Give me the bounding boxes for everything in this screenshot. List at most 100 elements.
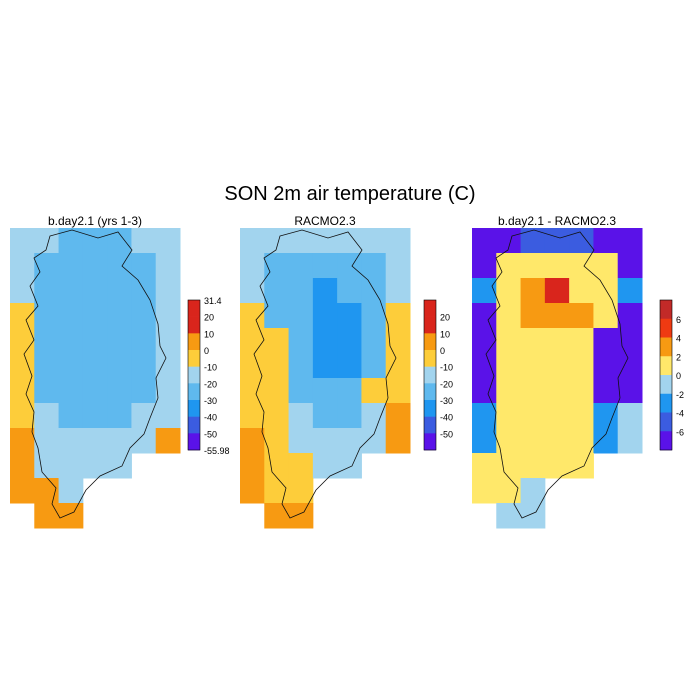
colorbar-box	[188, 366, 200, 384]
colorbar: 20 10 0 -10 -20 -30 -40 -50	[423, 299, 453, 451]
heatmap-cell	[617, 228, 643, 254]
heatmap-cell	[496, 378, 522, 404]
heatmap-cell	[496, 353, 522, 379]
colorbar-box	[424, 433, 436, 451]
heatmap-cell	[264, 403, 290, 429]
heatmap-cell	[131, 378, 157, 404]
colorbar-box	[188, 350, 200, 367]
heatmap-cell	[264, 378, 290, 404]
heatmap-cell	[544, 428, 570, 454]
heatmap-cell	[312, 428, 338, 454]
heatmap-cell	[288, 503, 314, 529]
colorbar-tick-label: -55.98	[204, 446, 230, 456]
heatmap-cell	[472, 353, 497, 379]
heatmap-cell	[288, 253, 314, 279]
heatmap-cell	[58, 228, 84, 254]
heatmap-cell	[617, 378, 643, 404]
heatmap-cell	[544, 228, 570, 254]
colorbar-tick-label: 0	[440, 346, 445, 356]
heatmap-cell	[240, 453, 265, 479]
heatmap-cell	[312, 278, 338, 304]
heatmap-cell	[544, 453, 570, 479]
heatmap-cell	[58, 428, 84, 454]
heatmap-cell	[520, 428, 546, 454]
heatmap-cell	[107, 453, 132, 479]
heatmap-cell	[617, 353, 643, 379]
heatmap-cells	[240, 228, 411, 529]
colorbar-box	[188, 383, 200, 401]
heatmap-cell	[10, 253, 35, 279]
heatmap-cell	[385, 378, 411, 404]
heatmap-cell	[520, 353, 546, 379]
heatmap-cell	[569, 303, 594, 329]
heatmap-cell	[337, 303, 362, 329]
heatmap-cell	[288, 428, 314, 454]
colorbar-box	[188, 416, 200, 434]
heatmap-cell	[82, 253, 108, 279]
heatmap-cell	[82, 403, 108, 429]
colorbar-tick-label: 6	[676, 315, 681, 325]
heatmap-cell	[593, 278, 619, 304]
heatmap-cell	[520, 328, 546, 354]
heatmap-cell	[337, 278, 362, 304]
heatmap-cell	[312, 228, 338, 254]
heatmap-cell	[361, 328, 387, 354]
colorbar-box	[188, 300, 200, 317]
heatmap-cell	[569, 428, 594, 454]
colorbar-frame	[187, 299, 201, 451]
heatmap-cell	[496, 278, 522, 304]
colorbar-box	[424, 416, 436, 434]
heatmap-cell	[34, 378, 60, 404]
heatmap-cell	[593, 403, 619, 429]
heatmap-cell	[155, 428, 181, 454]
heatmap-cell	[107, 353, 132, 379]
heatmap-cell	[617, 253, 643, 279]
heatmap-cell	[593, 253, 619, 279]
heatmap-cell	[288, 328, 314, 354]
heatmap-cell	[34, 303, 60, 329]
heatmap-cell	[337, 353, 362, 379]
heatmap-cell	[385, 353, 411, 379]
heatmap-cell	[264, 278, 290, 304]
heatmap-cell	[10, 228, 35, 254]
heatmap-cell	[569, 353, 594, 379]
heatmap-cell	[240, 353, 265, 379]
heatmap-cell	[264, 228, 290, 254]
colorbar-tick-label: 0	[204, 346, 209, 356]
heatmap-cell	[593, 378, 619, 404]
heatmap-cell	[472, 378, 497, 404]
heatmap-cell	[240, 403, 265, 429]
colorbar-box	[660, 393, 672, 413]
heatmap-cell	[58, 403, 84, 429]
heatmap-cell	[472, 478, 497, 504]
heatmap-cell	[288, 353, 314, 379]
colorbar-tick-label: 4	[676, 334, 681, 344]
heatmap-cell	[312, 328, 338, 354]
panel-1: b.day2.1 (yrs 1-3) 31.4 20 10 0 -10 -20 -30 -40 -…	[10, 214, 230, 529]
heatmap-cell	[337, 453, 362, 479]
heatmap-cell	[240, 228, 265, 254]
heatmap-cell	[58, 453, 84, 479]
heatmap-cell	[82, 303, 108, 329]
heatmap-cell	[131, 328, 157, 354]
heatmap-cell	[337, 228, 362, 254]
heatmap-cell	[337, 378, 362, 404]
heatmap-cell	[361, 278, 387, 304]
heatmap-cell	[131, 403, 157, 429]
colorbar-box	[188, 400, 200, 417]
heatmap-cell	[472, 253, 497, 279]
panel-3: b.day2.1 - RACMO2.3 6 4 2 0 -2 -4 -6	[472, 214, 684, 529]
heatmap-cell	[593, 228, 619, 254]
heatmap-cell	[155, 228, 181, 254]
heatmap-cell	[385, 278, 411, 304]
heatmap-cell	[520, 228, 546, 254]
heatmap-cell	[312, 378, 338, 404]
heatmap-cell	[593, 328, 619, 354]
heatmap-cell	[544, 278, 570, 304]
colorbar-tick-label: -40	[204, 413, 217, 423]
panels: b.day2.1 (yrs 1-3)31.420100-10-20-30-40-…	[10, 214, 684, 529]
colorbar-tick-label: -30	[204, 396, 217, 406]
heatmap-cell	[337, 403, 362, 429]
colorbar-tick-label: -20	[204, 379, 217, 389]
